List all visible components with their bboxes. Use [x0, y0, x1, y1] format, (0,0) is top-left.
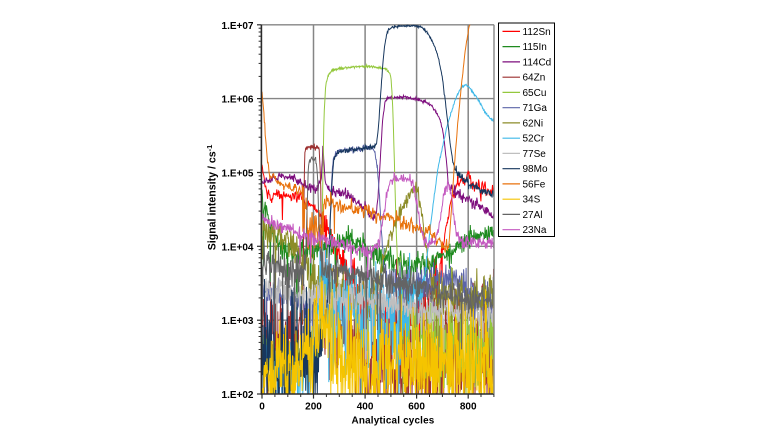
svg-text:1.E+02: 1.E+02 — [222, 390, 254, 401]
svg-text:115In: 115In — [523, 42, 547, 53]
svg-text:1.E+05: 1.E+05 — [222, 169, 254, 180]
svg-text:600: 600 — [408, 401, 425, 412]
svg-text:0: 0 — [259, 401, 265, 412]
svg-text:56Fe: 56Fe — [523, 179, 546, 190]
svg-text:1.E+03: 1.E+03 — [222, 316, 254, 327]
svg-text:1.E+06: 1.E+06 — [222, 95, 254, 106]
svg-text:65Cu: 65Cu — [523, 88, 547, 99]
svg-text:112Sn: 112Sn — [523, 27, 551, 38]
svg-text:114Cd: 114Cd — [523, 57, 552, 68]
svg-text:23Na: 23Na — [523, 225, 547, 236]
svg-text:71Ga: 71Ga — [523, 103, 548, 114]
svg-text:34S: 34S — [523, 195, 541, 206]
svg-text:52Cr: 52Cr — [523, 134, 545, 145]
svg-text:1.E+04: 1.E+04 — [222, 242, 254, 253]
svg-text:800: 800 — [460, 401, 477, 412]
svg-text:Analytical cycles: Analytical cycles — [352, 415, 435, 426]
svg-text:77Se: 77Se — [523, 149, 547, 160]
svg-text:27Al: 27Al — [523, 210, 543, 221]
svg-text:Signal intensity / cs-1: Signal intensity / cs-1 — [205, 145, 218, 251]
svg-text:98Mo: 98Mo — [523, 164, 548, 175]
svg-text:200: 200 — [305, 401, 322, 412]
svg-text:400: 400 — [357, 401, 374, 412]
svg-text:62Ni: 62Ni — [523, 118, 544, 129]
svg-text:1.E+07: 1.E+07 — [222, 21, 254, 32]
svg-text:64Zn: 64Zn — [523, 73, 546, 84]
